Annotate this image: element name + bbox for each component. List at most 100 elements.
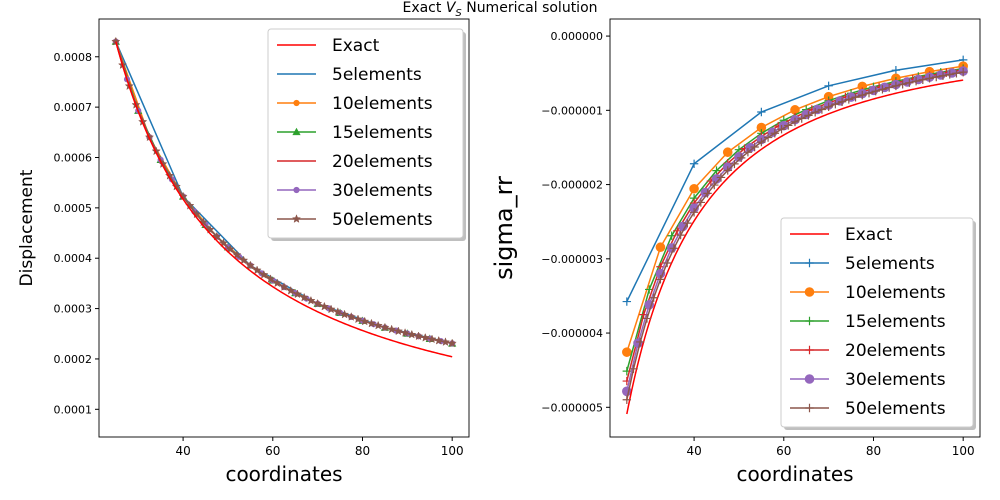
data-point-50elements-38 [366,318,377,328]
data-point-50elements-1 [629,364,638,374]
legend-label-10elements: 10elements [845,283,946,303]
suptitle-variable: V [445,0,456,16]
y-axis-label: Displacement [17,169,37,286]
data-point-50elements-32 [326,304,336,314]
data-point-50elements-41 [386,324,397,334]
series-line-exact [115,41,453,358]
data-point-50elements-22 [770,129,780,138]
data-point-50elements-34 [851,93,860,102]
data-point-50elements-34 [339,309,350,319]
legend-frame [780,217,974,428]
x-tick-label: 80 [866,444,881,458]
data-point-50elements-5 [656,275,665,284]
data-point-50elements-39 [884,83,894,92]
data-point-50elements-27 [804,111,813,120]
x-axis-label: coordinates [225,462,342,486]
x-axis-label: coordinates [736,462,853,486]
y-tick-label: 0.0004 [54,252,93,265]
data-point-50elements-50 [958,67,968,77]
data-point-50elements-48 [434,335,444,345]
legend-marker-50elements [291,214,302,223]
data-point-50elements-36 [353,314,363,324]
data-point-50elements-42 [905,78,914,87]
legend-label-30elements: 30elements [845,370,946,390]
data-point-50elements-2 [636,337,645,347]
data-point-5elements-2 [757,107,766,117]
y-tick-label: −0.000003 [541,253,603,266]
data-point-50elements-24 [784,121,793,130]
data-point-50elements-22 [259,269,269,279]
figure-suptitle: Exact VS Numerical solution [0,0,1000,19]
data-point-50elements-29 [817,105,827,114]
plot-series-group [622,55,968,415]
data-point-50elements-42 [393,326,404,336]
y-tick-label: −0.000005 [541,401,603,414]
data-point-50elements-16 [218,238,229,248]
data-point-10elements-3 [722,147,733,158]
y-tick-label: 0.0005 [54,202,93,215]
axes-frame [609,18,981,438]
data-point-50elements-19 [238,255,249,265]
data-point-50elements-45 [925,74,934,83]
data-point-50elements-48 [945,70,954,79]
data-point-50elements-9 [683,218,692,228]
data-point-50elements-47 [938,71,948,80]
legend-label-exact: Exact [332,36,380,56]
data-point-50elements-27 [292,289,303,299]
data-point-5elements-3 [824,81,833,91]
stress-chart: 40 60 80 100 0.000000 −0.000001 −0.000002 −0.00… [490,18,981,486]
data-point-50elements-36 [864,88,874,98]
data-point-50elements-18 [232,250,242,259]
data-point-50elements-38 [878,85,887,94]
data-point-50elements-35 [346,312,356,321]
data-point-50elements-10 [689,208,699,217]
legend-marker-10elements [804,287,815,297]
data-point-50elements-28 [299,292,309,302]
data-point-50elements-21 [763,133,773,142]
data-point-50elements-31 [831,100,840,109]
data-point-50elements-49 [440,337,451,347]
data-point-50elements-19 [750,142,759,152]
legend-label-30elements: 30elements [332,181,433,201]
data-point-50elements-14 [205,224,215,234]
y-tick-label: 0.0007 [54,101,93,114]
data-point-10elements-0 [622,347,632,357]
legend-label-15elements: 15elements [332,123,433,143]
data-point-50elements-26 [286,285,296,295]
legend-marker-15elements [292,127,301,136]
y-tick-label: 0.0008 [54,51,93,64]
data-point-50elements-28 [810,108,820,117]
data-point-50elements-21 [252,265,262,275]
data-point-50elements-41 [898,80,907,89]
data-point-50elements-44 [407,329,417,339]
data-point-50elements-26 [797,114,806,123]
data-point-50elements-45 [413,331,424,341]
data-point-50elements-37 [360,316,370,326]
data-point-5elements-4 [891,66,901,75]
data-point-50elements-50 [447,338,457,348]
data-point-50elements-15 [212,231,222,241]
data-point-50elements-35 [858,90,867,100]
y-tick-label: −0.000002 [541,179,603,192]
data-point-10elements-2 [689,183,699,194]
data-point-50elements-13 [710,180,719,190]
x-tick-label: 100 [441,444,464,458]
data-point-15elements-4 [712,166,721,175]
y-tick-label: 0.000000 [551,30,604,43]
data-point-10elements-1 [655,242,666,253]
data-point-50elements-16 [730,159,739,169]
data-point-50elements-29 [306,295,316,305]
x-tick-label: 40 [175,444,190,458]
data-point-5elements-0 [622,297,632,306]
x-tick-label: 100 [952,444,975,458]
y-tick-label: 0.0001 [54,403,93,416]
series-line-5elements [626,59,964,302]
y-tick-label: −0.000004 [541,327,603,340]
plot-series-group [111,36,457,358]
data-point-50elements-46 [420,332,430,342]
data-point-50elements-25 [279,282,289,292]
data-point-50elements-44 [918,75,928,84]
axes-frame [98,18,470,438]
legend-label-5elements: 5elements [332,65,422,85]
